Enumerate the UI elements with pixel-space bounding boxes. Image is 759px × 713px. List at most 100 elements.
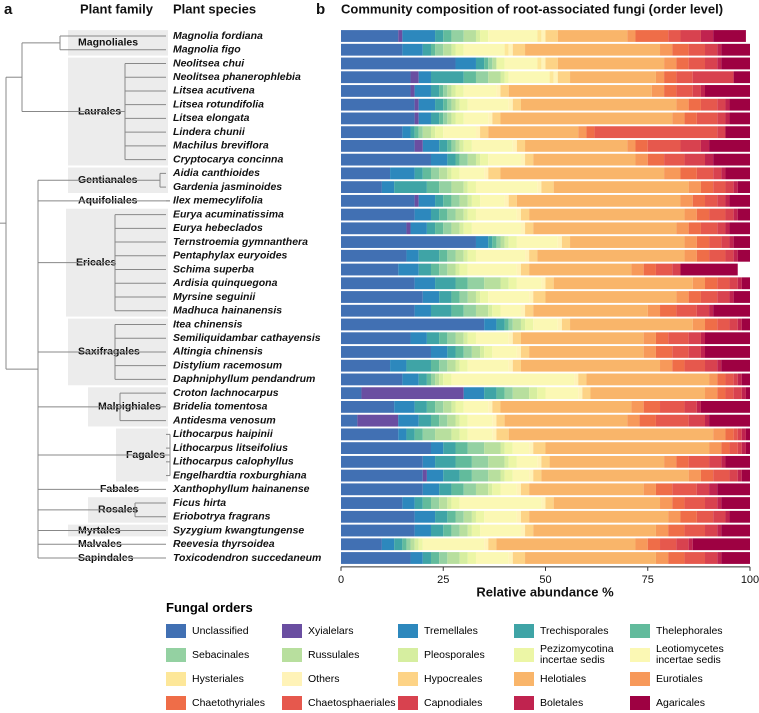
bar-segment xyxy=(529,263,632,276)
legend-swatch xyxy=(398,672,418,686)
bar-segment xyxy=(414,208,431,221)
bar-segment xyxy=(713,181,726,194)
bar-segment xyxy=(725,249,734,262)
bar-segment xyxy=(455,510,464,523)
bar-segment xyxy=(520,222,526,235)
bar-segment xyxy=(451,167,460,180)
bar-segment xyxy=(668,332,689,345)
bar-segment xyxy=(480,291,489,303)
bar-segment xyxy=(647,538,661,551)
panel-label: b xyxy=(316,1,325,18)
bar-segment xyxy=(525,249,530,262)
bar-segment xyxy=(525,524,534,537)
legend-item: Russulales xyxy=(282,645,398,665)
bar-segment xyxy=(717,387,726,400)
bar-segment xyxy=(357,414,399,427)
bar-segment xyxy=(684,249,697,262)
bar-segment xyxy=(709,483,718,496)
bar-segment xyxy=(705,57,718,70)
bar-segment xyxy=(455,57,476,70)
legend-item: Pezizomycotina incertae sedis xyxy=(514,644,630,666)
bar-segment xyxy=(684,552,706,564)
bar-segment xyxy=(418,373,427,386)
bar-segment xyxy=(484,277,501,290)
bar-segment xyxy=(516,346,521,358)
bar-segment xyxy=(725,222,730,235)
bar-segment xyxy=(504,57,538,70)
species-label: Altingia chinensis xyxy=(172,346,263,358)
bar-segment xyxy=(725,194,730,207)
bar-segment xyxy=(430,414,440,427)
legend-swatch xyxy=(398,696,418,710)
bar-segment xyxy=(688,346,701,358)
bar-segment xyxy=(418,194,436,207)
bar-segment xyxy=(651,85,665,97)
bar-segment xyxy=(721,43,750,56)
bar-segment xyxy=(492,236,497,248)
bar-segment xyxy=(341,483,423,496)
bar-segment xyxy=(341,359,391,372)
bar-segment xyxy=(455,153,460,166)
bar-segment xyxy=(700,85,706,97)
bar-segment xyxy=(475,332,509,345)
bar-segment xyxy=(512,387,530,400)
bar-segment xyxy=(480,30,489,42)
bar-segment xyxy=(696,400,701,413)
bar-segment xyxy=(717,57,722,70)
x-axis-label: Relative abundance % xyxy=(476,584,614,599)
bar-segment xyxy=(545,442,710,455)
bar-segment xyxy=(414,139,423,152)
bar-segment xyxy=(705,194,718,207)
bar-segment xyxy=(459,98,468,111)
bar-segment xyxy=(729,112,750,125)
bar-segment xyxy=(516,208,521,221)
bar-segment xyxy=(341,126,403,139)
bar-segment xyxy=(717,291,730,303)
bar-segment xyxy=(475,304,489,317)
bar-segment xyxy=(439,167,448,180)
bar-segment xyxy=(406,428,415,441)
bar-segment xyxy=(492,346,517,358)
bar-segment xyxy=(688,57,706,70)
legend-item: Hysteriales xyxy=(166,669,282,689)
bar-segment xyxy=(443,469,460,482)
bar-segment xyxy=(463,208,468,221)
bar-segment xyxy=(520,346,530,358)
species-label: Syzygium kwangtungense xyxy=(173,524,304,536)
legend-item: Leotiomycetes incertae sedis xyxy=(630,644,746,666)
bar-segment xyxy=(459,167,485,180)
bar-segment xyxy=(430,208,440,221)
bar-segment xyxy=(512,359,521,372)
bar-segment xyxy=(696,483,710,496)
bar-segment xyxy=(341,387,362,400)
bar-segment xyxy=(467,291,476,303)
bar-segment xyxy=(537,455,542,468)
bar-segment xyxy=(725,387,734,400)
bar-segment xyxy=(737,277,742,290)
bar-segment xyxy=(512,139,517,152)
bar-segment xyxy=(541,30,546,42)
bar-segment xyxy=(496,57,505,70)
bar-segment xyxy=(737,181,750,194)
bar-segment xyxy=(733,373,738,386)
bar-segment xyxy=(455,112,464,125)
bar-segment xyxy=(455,43,464,56)
bar-segment xyxy=(700,30,714,42)
bar-segment xyxy=(471,139,513,152)
bar-segment xyxy=(533,222,677,235)
bar-segment xyxy=(451,373,575,386)
family-heading: Plant family xyxy=(80,1,154,16)
bar-segment xyxy=(484,318,497,331)
bar-segment xyxy=(467,153,476,166)
bar-segment xyxy=(443,400,452,413)
bar-segment xyxy=(500,483,517,496)
bar-segment xyxy=(688,98,701,111)
bar-segment xyxy=(480,153,489,166)
bar-segment xyxy=(439,139,448,152)
bar-segment xyxy=(426,469,444,482)
bar-segment xyxy=(647,304,661,317)
bar-segment xyxy=(660,43,673,56)
bar-segment xyxy=(496,236,501,248)
bar-segment xyxy=(451,497,460,509)
bar-segment xyxy=(631,263,644,276)
